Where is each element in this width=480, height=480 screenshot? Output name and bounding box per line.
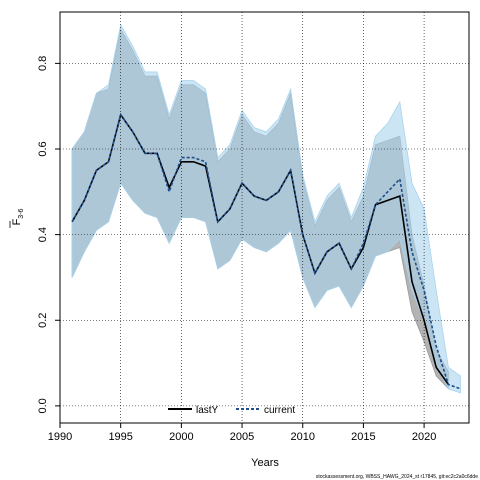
plot-frame	[59, 11, 470, 424]
y-tick-label-0.4: 0.4	[37, 227, 49, 242]
line-current	[71, 112, 461, 390]
footer-source: stockassessment.org, WBSS_HAWG_2024_st r…	[316, 474, 478, 480]
uncertainty-bands	[71, 23, 461, 394]
x-tick-label-2000: 2000	[169, 431, 193, 443]
y-axis-title: F3-6	[9, 208, 25, 228]
x-tick-label-1995: 1995	[108, 431, 132, 443]
y-tick-label-0.0: 0.0	[37, 398, 49, 413]
y-tick-label-0.6: 0.6	[37, 141, 49, 156]
x-tick-label-2020: 2020	[412, 431, 436, 443]
y-axis-title-main: F	[11, 218, 23, 225]
x-tick-label-2010: 2010	[290, 431, 314, 443]
legend-label-lastY: lastY	[196, 405, 219, 416]
x-tick-label-2005: 2005	[230, 431, 254, 443]
y-tick-label-0.8: 0.8	[37, 56, 49, 71]
y-axis-title-sub: 3-6	[18, 208, 25, 218]
band-current	[71, 23, 461, 394]
y-tick-label-0.2: 0.2	[37, 313, 49, 328]
svg-text:F3-6: F3-6	[11, 208, 25, 225]
x-axis-ticks: 1990 1995 2000 2005 2010 2015 2020	[48, 423, 436, 443]
x-axis-title: Years	[251, 457, 279, 469]
x-tick-label-1990: 1990	[48, 431, 72, 443]
x-tick-label-2015: 2015	[351, 431, 375, 443]
series-lines	[71, 112, 461, 390]
y-axis-ticks: 0.0 0.2 0.4 0.6 0.8	[37, 56, 60, 414]
legend-label-current: current	[264, 405, 295, 416]
legend: lastY current	[168, 405, 295, 416]
